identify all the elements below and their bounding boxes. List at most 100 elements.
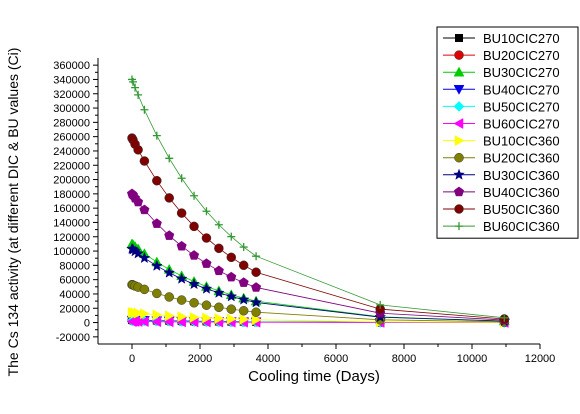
- legend-label: BU60CIC360: [483, 219, 560, 234]
- legend-entry: BU60CIC360: [443, 219, 560, 234]
- data-point: [225, 290, 238, 302]
- data-point: [251, 307, 261, 317]
- series-line: [131, 243, 505, 322]
- data-point: [213, 265, 224, 276]
- x-axis-title: Cooling time (Days): [248, 368, 380, 385]
- y-tick-label: 200000: [53, 175, 90, 187]
- data-point: [238, 260, 249, 271]
- data-point: [251, 314, 262, 326]
- data-point: [226, 271, 237, 282]
- data-point: [176, 208, 187, 218]
- data-point: [189, 221, 199, 232]
- data-point: [177, 311, 188, 323]
- data-point: [139, 284, 150, 295]
- data-point: [201, 233, 212, 243]
- legend-entry: BU10CIC360: [443, 134, 560, 149]
- series-line: [131, 284, 505, 323]
- data-point: [133, 145, 143, 155]
- y-tick-label: 220000: [53, 160, 90, 172]
- legend-entry: BU20CIC360: [443, 151, 560, 166]
- y-tick-label: 260000: [53, 132, 90, 144]
- series-BU30CIC360: [126, 242, 511, 327]
- legend-label: BU40CIC270: [483, 82, 560, 97]
- legend-label: BU40CIC360: [483, 185, 560, 200]
- y-tick-label: 120000: [53, 232, 90, 244]
- legend-marker: [453, 66, 465, 77]
- data-point: [164, 292, 174, 302]
- data-point: [212, 286, 225, 298]
- y-axis-title: The Cs 134 activity (at different DIC & …: [5, 48, 21, 377]
- legend-entry: BU30CIC270: [443, 65, 560, 80]
- data-point: [226, 304, 237, 314]
- y-tick-label: 60000: [59, 275, 90, 287]
- y-tick-label: 180000: [53, 189, 90, 201]
- data-point: [138, 251, 151, 264]
- data-point: [202, 312, 212, 324]
- series-BU60CIC360: [128, 75, 509, 322]
- legend: BU10CIC270 BU20CIC270 BU30CIC270 BU40CIC270…: [436, 26, 579, 239]
- series-line: [131, 248, 505, 322]
- data-point: [202, 207, 211, 216]
- legend-entry: BU30CIC360: [443, 168, 560, 183]
- data-point: [376, 300, 385, 309]
- data-point: [239, 314, 250, 325]
- legend-marker: [453, 186, 465, 197]
- data-point: [226, 252, 237, 263]
- legend-marker: [453, 168, 465, 180]
- data-point: [177, 174, 186, 183]
- legend-marker: [454, 152, 464, 163]
- data-point: [152, 175, 162, 186]
- legend-marker: [453, 101, 465, 112]
- legend-label: BU20CIC360: [483, 151, 560, 166]
- legend-marker: [453, 118, 464, 129]
- data-point: [214, 220, 223, 229]
- x-tick-label: 0: [129, 353, 135, 365]
- y-tick-label: 140000: [53, 217, 90, 229]
- data-point: [227, 232, 236, 241]
- data-point: [163, 316, 174, 328]
- data-point: [227, 313, 237, 325]
- data-point: [176, 240, 187, 251]
- y-tick-label: 160000: [53, 203, 90, 215]
- y-tick-label: 240000: [53, 146, 90, 158]
- legend-entry: BU60CIC270: [443, 117, 560, 132]
- data-point: [200, 282, 213, 294]
- legend-marker: [454, 135, 465, 147]
- data-point: [133, 307, 144, 319]
- axes: 0 2000 4000 6000 8000 10000 12000 -20000 0 20000 4…: [53, 58, 555, 365]
- y-tick-label: 300000: [53, 103, 90, 115]
- legend-label: BU30CIC360: [483, 168, 560, 183]
- series-layer: [126, 75, 511, 329]
- x-tick-label: 4000: [256, 353, 280, 365]
- data-point: [214, 302, 224, 313]
- y-tick-label: 340000: [53, 74, 90, 86]
- y-tick-label: 80000: [59, 260, 90, 272]
- data-point: [201, 300, 212, 310]
- data-point: [165, 154, 174, 163]
- y-tick-label: 320000: [53, 89, 90, 101]
- data-point: [151, 218, 162, 228]
- data-point: [214, 243, 224, 254]
- y-tick-label: 0: [84, 318, 90, 330]
- data-point: [134, 90, 143, 99]
- data-point: [176, 295, 187, 305]
- data-point: [140, 308, 150, 320]
- legend-label: BU60CIC270: [483, 117, 560, 132]
- data-point: [152, 131, 161, 140]
- y-tick-label: 40000: [59, 289, 90, 301]
- data-point: [251, 267, 261, 277]
- x-tick-label: 8000: [392, 353, 416, 365]
- data-point: [238, 277, 249, 287]
- y-tick-label: -20000: [56, 332, 90, 344]
- data-point: [152, 288, 162, 299]
- legend-entry: BU40CIC270: [443, 82, 560, 97]
- data-point: [237, 293, 250, 305]
- data-point: [188, 277, 200, 290]
- data-point: [250, 296, 263, 308]
- data-point: [500, 313, 509, 322]
- data-point: [164, 193, 174, 203]
- data-point: [138, 316, 149, 328]
- data-point: [189, 298, 199, 308]
